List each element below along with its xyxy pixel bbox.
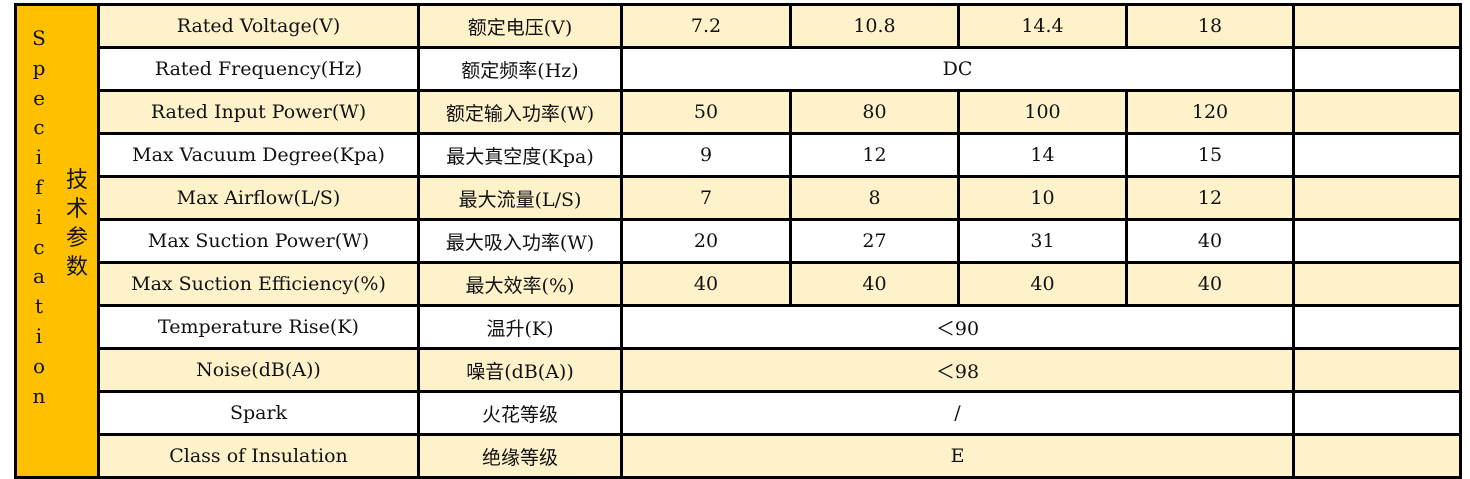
side-char: 数 bbox=[65, 255, 88, 280]
value-cell: 40 bbox=[1125, 218, 1295, 264]
value-cell: 9 bbox=[620, 132, 792, 178]
table-row: Max Airflow(L/S) 最大流量(L/S) 7 8 10 12 bbox=[16, 175, 1462, 221]
side-letter: e bbox=[33, 85, 45, 110]
empty-cell bbox=[1292, 261, 1462, 307]
value-cell: 100 bbox=[957, 89, 1128, 135]
merged-value-cell: DC bbox=[620, 46, 1295, 92]
table-row: Max Vacuum Degree(Kpa) 最大真空度(Kpa) 9 12 14 15 bbox=[16, 132, 1462, 178]
value-cell: 8 bbox=[789, 175, 960, 221]
param-name-en: Max Suction Efficiency(%) bbox=[97, 261, 420, 307]
value-cell: 40 bbox=[789, 261, 960, 307]
value-cell: 40 bbox=[620, 261, 792, 307]
empty-cell bbox=[1292, 132, 1462, 178]
side-letter: c bbox=[33, 234, 45, 259]
table-row: Spark 火花等级 / bbox=[16, 390, 1462, 436]
value-cell: 20 bbox=[620, 218, 792, 264]
side-char: 技 bbox=[65, 168, 88, 193]
table-row: Max Suction Efficiency(%) 最大效率(%) 40 40 40 40 bbox=[16, 261, 1462, 307]
side-label-zh: 技术参数 bbox=[63, 166, 91, 282]
param-name-en: Max Suction Power(W) bbox=[97, 218, 420, 264]
param-name-en: Spark bbox=[97, 390, 420, 436]
param-name-en: Max Vacuum Degree(Kpa) bbox=[97, 132, 420, 178]
empty-cell bbox=[1292, 433, 1462, 479]
table-row: Class of Insulation 绝缘等级 E bbox=[16, 433, 1462, 479]
value-cell: 12 bbox=[1125, 175, 1295, 221]
side-char: 术 bbox=[65, 197, 88, 222]
param-name-zh: 最大流量(L/S) bbox=[417, 175, 623, 221]
param-name-zh: 温升(K) bbox=[417, 304, 623, 350]
side-letter: i bbox=[35, 323, 43, 348]
merged-value-cell: E bbox=[620, 433, 1295, 479]
value-cell: 14.4 bbox=[957, 3, 1128, 49]
side-letter: t bbox=[34, 294, 44, 319]
table-row: Max Suction Power(W) 最大吸入功率(W) 20 27 31 40 bbox=[16, 218, 1462, 264]
empty-cell bbox=[1292, 218, 1462, 264]
param-name-zh: 火花等级 bbox=[417, 390, 623, 436]
value-cell: 50 bbox=[620, 89, 792, 135]
param-name-zh: 绝缘等级 bbox=[417, 433, 623, 479]
param-name-zh: 额定电压(V) bbox=[417, 3, 623, 49]
value-cell: 80 bbox=[789, 89, 960, 135]
value-cell: 27 bbox=[789, 218, 960, 264]
side-letter: o bbox=[32, 353, 46, 378]
table-row: Temperature Rise(K) 温升(K) ＜90 bbox=[16, 304, 1462, 350]
table-row: Rated Frequency(Hz) 额定频率(Hz) DC bbox=[16, 46, 1462, 92]
table-row: Noise(dB(A)) 噪音(dB(A)) ＜98 bbox=[16, 347, 1462, 393]
value-cell: 14 bbox=[957, 132, 1128, 178]
empty-cell bbox=[1292, 175, 1462, 221]
param-name-en: Temperature Rise(K) bbox=[97, 304, 420, 350]
param-name-en: Rated Input Power(W) bbox=[97, 89, 420, 135]
empty-cell bbox=[1292, 46, 1462, 92]
side-letter: S bbox=[32, 26, 46, 50]
param-name-en: Max Airflow(L/S) bbox=[97, 175, 420, 221]
side-letter: p bbox=[32, 55, 46, 80]
param-name-en: Rated Voltage(V) bbox=[97, 3, 420, 49]
side-letter: a bbox=[33, 264, 45, 289]
value-cell: 40 bbox=[957, 261, 1128, 307]
value-cell: 7.2 bbox=[620, 3, 792, 49]
value-cell: 15 bbox=[1125, 132, 1295, 178]
param-name-en: Rated Frequency(Hz) bbox=[97, 46, 420, 92]
side-letter: c bbox=[33, 115, 45, 140]
value-cell: 10.8 bbox=[789, 3, 960, 49]
param-name-en: Class of Insulation bbox=[97, 433, 420, 479]
value-cell: 10 bbox=[957, 175, 1128, 221]
value-cell: 120 bbox=[1125, 89, 1295, 135]
table-row: Rated Input Power(W) 额定输入功率(W) 50 80 100 120 bbox=[16, 89, 1462, 135]
side-letter: f bbox=[35, 174, 43, 199]
value-cell: 12 bbox=[789, 132, 960, 178]
param-name-en: Noise(dB(A)) bbox=[97, 347, 420, 393]
value-cell: 31 bbox=[957, 218, 1128, 264]
empty-cell bbox=[1292, 347, 1462, 393]
side-letter: n bbox=[32, 383, 46, 408]
side-letter: i bbox=[35, 204, 43, 229]
param-name-zh: 最大真空度(Kpa) bbox=[417, 132, 623, 178]
param-name-zh: 噪音(dB(A)) bbox=[417, 347, 623, 393]
param-name-zh: 额定频率(Hz) bbox=[417, 46, 623, 92]
param-name-zh: 额定输入功率(W) bbox=[417, 89, 623, 135]
empty-cell bbox=[1292, 390, 1462, 436]
value-cell: 7 bbox=[620, 175, 792, 221]
merged-value-cell: / bbox=[620, 390, 1295, 436]
param-name-zh: 最大效率(%) bbox=[417, 261, 623, 307]
empty-cell bbox=[1292, 3, 1462, 49]
empty-cell bbox=[1292, 89, 1462, 135]
value-cell: 18 bbox=[1125, 3, 1295, 49]
side-letter: i bbox=[35, 145, 43, 170]
param-name-zh: 最大吸入功率(W) bbox=[417, 218, 623, 264]
empty-cell bbox=[1292, 304, 1462, 350]
merged-value-cell: ＜90 bbox=[620, 304, 1295, 350]
value-cell: 40 bbox=[1125, 261, 1295, 307]
side-char: 参 bbox=[65, 226, 88, 251]
merged-value-cell: ＜98 bbox=[620, 347, 1295, 393]
